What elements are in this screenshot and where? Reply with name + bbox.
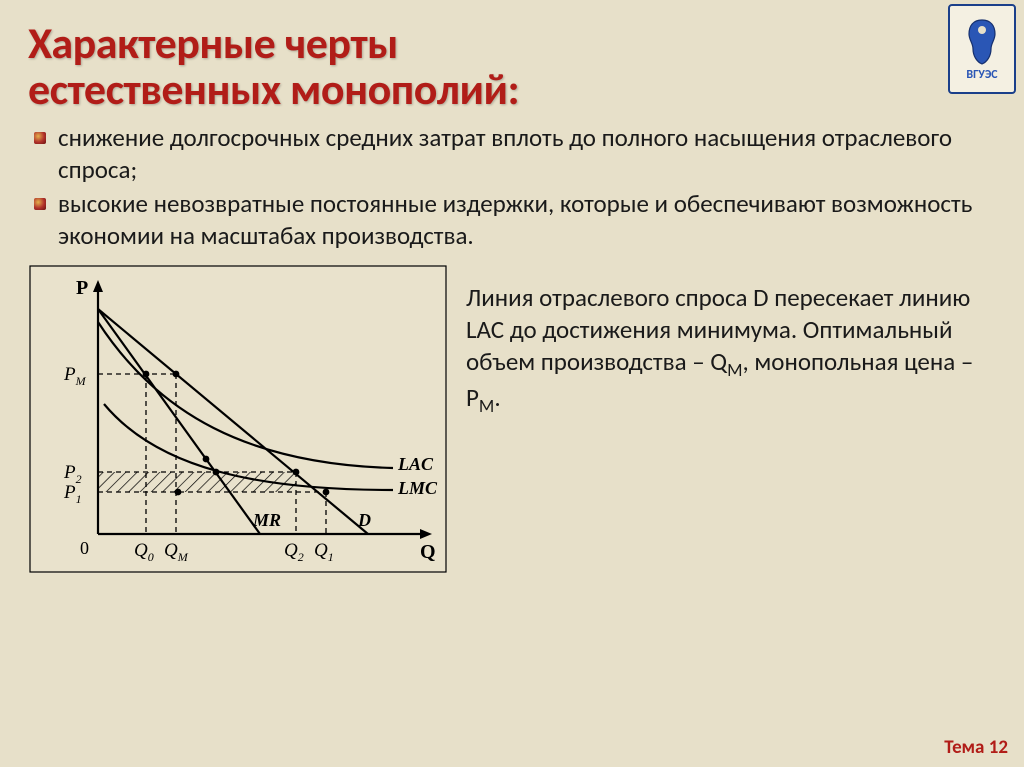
bullet-item: снижение долгосрочных средних затрат впл… bbox=[28, 122, 996, 186]
university-logo: ВГУЭС bbox=[948, 4, 1016, 94]
natural-monopoly-chart: PQ0PМP2P1Q0QМQ2Q1LACLMCDMR bbox=[28, 264, 448, 574]
logo-label: ВГУЭС bbox=[966, 68, 997, 82]
svg-text:LAC: LAC bbox=[397, 454, 434, 474]
svg-text:Q: Q bbox=[420, 541, 436, 563]
caption-sub: М bbox=[727, 359, 742, 381]
chart-svg: PQ0PМP2P1Q0QМQ2Q1LACLMCDMR bbox=[28, 264, 448, 574]
svg-text:P: P bbox=[76, 277, 88, 299]
bullet-list: снижение долгосрочных средних затрат впл… bbox=[28, 122, 996, 252]
slide-footer: Тема 12 bbox=[944, 736, 1008, 759]
bullet-text: снижение долгосрочных средних затрат впл… bbox=[58, 122, 952, 185]
bullet-text: высокие невозвратные постоянные издержки… bbox=[58, 188, 972, 251]
svg-text:D: D bbox=[357, 510, 371, 530]
svg-text:0: 0 bbox=[80, 538, 89, 558]
svg-text:MR: MR bbox=[252, 510, 281, 530]
slide: ВГУЭС Характерные черты естественных мон… bbox=[0, 0, 1024, 767]
svg-text:LMC: LMC bbox=[397, 478, 438, 498]
chart-caption: Линия отраслевого спроса D пересекает ли… bbox=[466, 264, 996, 418]
caption-part: . bbox=[494, 382, 500, 413]
bullet-item: высокие невозвратные постоянные издержки… bbox=[28, 188, 996, 252]
slide-title: Характерные черты естественных монополий… bbox=[28, 20, 996, 112]
caption-sub: М bbox=[479, 395, 494, 417]
title-line-2: естественных монополий: bbox=[28, 62, 519, 116]
logo-glyph-icon bbox=[959, 16, 1005, 68]
lower-row: PQ0PМP2P1Q0QМQ2Q1LACLMCDMR Линия отрасле… bbox=[28, 264, 996, 574]
